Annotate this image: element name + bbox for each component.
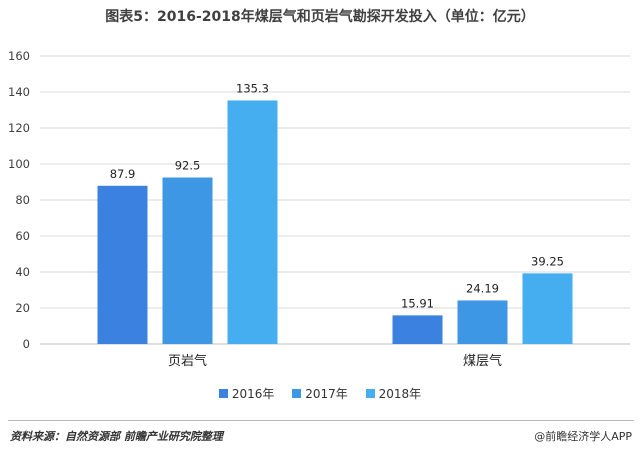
legend-swatch-2017 bbox=[292, 389, 302, 398]
legend-swatch-2018 bbox=[365, 389, 375, 398]
y-tick-label: 100 bbox=[8, 157, 30, 171]
x-category-label: 页岩气 bbox=[168, 353, 207, 369]
legend-swatch-2016 bbox=[218, 389, 228, 398]
source-note: 资料来源：自然资源部 前瞻产业研究院整理 bbox=[10, 430, 223, 443]
legend-item-2016: 2016年 bbox=[218, 385, 275, 402]
y-tick-label: 20 bbox=[15, 301, 30, 315]
data-labels: 87.9 92.5 135.3 15.91 24.19 39.25 bbox=[110, 81, 564, 310]
x-axis-categories: 页岩气 煤层气 bbox=[168, 353, 502, 369]
y-axis-ticks: 0 20 40 60 80 100 120 140 160 bbox=[8, 49, 30, 351]
bar-页岩气-2018年 bbox=[227, 100, 278, 345]
y-tick-label: 80 bbox=[15, 193, 30, 207]
legend-label-2017: 2017年 bbox=[305, 387, 348, 401]
data-label: 87.9 bbox=[110, 167, 136, 181]
data-label: 24.19 bbox=[466, 281, 499, 295]
credit-note: @前瞻经济学人APP bbox=[534, 430, 632, 443]
y-tick-label: 0 bbox=[23, 337, 30, 351]
gridlines bbox=[40, 55, 630, 345]
legend: 2016年 2017年 2018年 bbox=[0, 385, 640, 402]
bar-煤层气-2017年 bbox=[457, 300, 508, 344]
bar-页岩气-2017年 bbox=[162, 177, 213, 344]
chart-title: 图表5：2016-2018年煤层气和页岩气勘探开发投入（单位：亿元） bbox=[105, 9, 535, 25]
y-tick-label: 120 bbox=[8, 121, 30, 135]
bar-煤层气-2018年 bbox=[522, 273, 573, 344]
data-label: 15.91 bbox=[401, 296, 434, 310]
legend-label-2018: 2018年 bbox=[378, 387, 422, 401]
legend-item-2018: 2018年 bbox=[365, 385, 422, 402]
bar-煤层气-2016年 bbox=[392, 315, 443, 344]
data-label: 92.5 bbox=[175, 159, 201, 173]
bar-页岩气-2016年 bbox=[97, 185, 148, 344]
data-label: 135.3 bbox=[236, 81, 269, 95]
x-category-label: 煤层气 bbox=[463, 353, 502, 369]
legend-item-2017: 2017年 bbox=[292, 385, 348, 402]
bars bbox=[97, 100, 573, 345]
y-tick-label: 160 bbox=[8, 49, 30, 63]
data-label: 39.25 bbox=[531, 254, 564, 268]
y-tick-label: 140 bbox=[8, 85, 30, 99]
y-tick-label: 40 bbox=[15, 265, 30, 279]
footer-divider bbox=[8, 420, 634, 421]
y-tick-label: 60 bbox=[15, 229, 30, 243]
legend-label-2016: 2016年 bbox=[231, 387, 275, 401]
